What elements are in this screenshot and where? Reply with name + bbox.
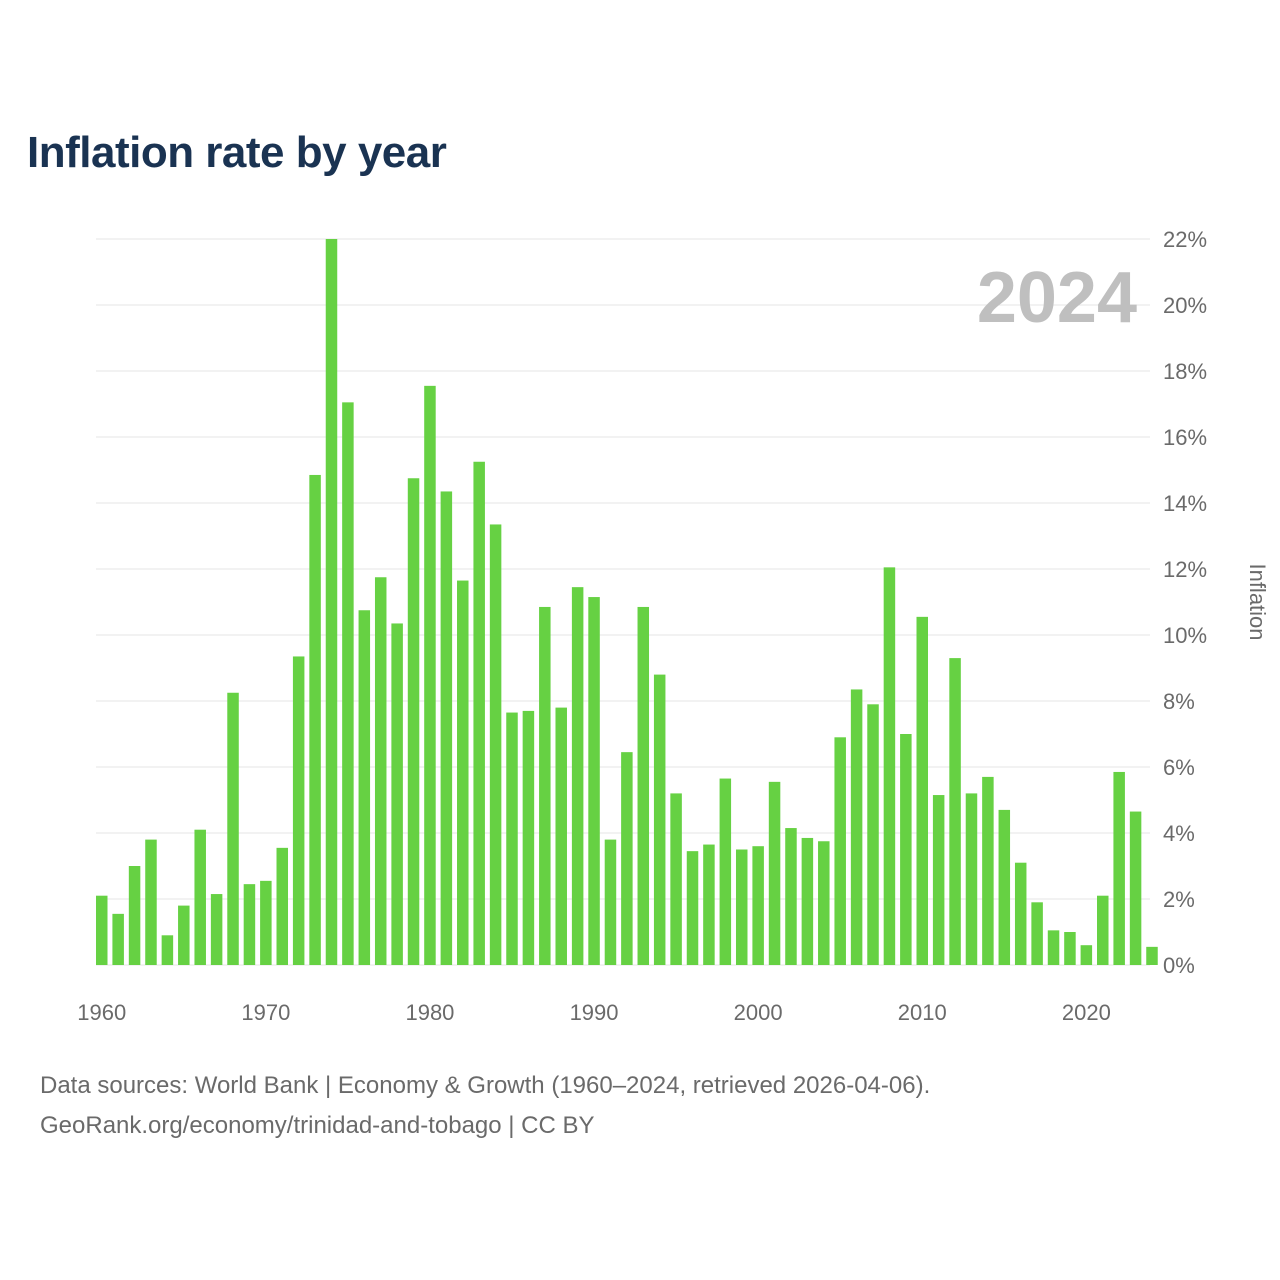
bar-2009 <box>900 734 912 965</box>
bar-1967 <box>210 894 223 965</box>
bar-2012 <box>949 658 961 965</box>
bar-2008 <box>883 567 896 965</box>
x-tick-label: 2020 <box>1062 1000 1111 1025</box>
bar-1971 <box>276 847 289 965</box>
bar-2015 <box>998 809 1011 965</box>
year-watermark: 2024 <box>977 258 1137 338</box>
bar-1992 <box>621 752 633 965</box>
bar-2021 <box>1097 895 1109 965</box>
x-tick-label: 1980 <box>405 1000 454 1025</box>
x-tick-label: 1970 <box>241 1000 290 1025</box>
bar-2003 <box>801 837 814 965</box>
bar-2006 <box>850 689 863 965</box>
bar-1987 <box>539 606 551 965</box>
y-tick-label: 14% <box>1163 491 1207 516</box>
bar-2016 <box>1014 862 1027 965</box>
bar-2011 <box>932 795 945 965</box>
bar-2005 <box>834 737 846 965</box>
bar-1983 <box>473 461 485 965</box>
bar-2014 <box>982 776 994 965</box>
bar-1973 <box>309 474 321 965</box>
y-axis: 0% 2% 4% 6% 8% 10% 12% 14% 16% 18% 20% 22% <box>1163 227 1207 978</box>
bar-series <box>96 239 1158 966</box>
bar-1968 <box>227 692 239 965</box>
bar-1961 <box>112 913 124 965</box>
bar-2017 <box>1031 902 1043 965</box>
source-line-1: Data sources: World Bank | Economy & Gro… <box>40 1072 931 1099</box>
x-tick-label: 1990 <box>570 1000 619 1025</box>
bar-1996 <box>686 851 699 965</box>
bar-2019 <box>1064 932 1076 965</box>
bar-1998 <box>719 778 732 965</box>
bar-1984 <box>489 524 502 965</box>
bar-2023 <box>1129 811 1142 965</box>
bar-1965 <box>178 905 190 965</box>
y-tick-label: 20% <box>1163 293 1207 318</box>
bar-2022 <box>1113 771 1125 965</box>
bar-1966 <box>194 829 206 965</box>
y-axis-label: Inflation <box>1245 563 1270 640</box>
bar-1963 <box>145 839 157 965</box>
bar-1981 <box>440 491 453 965</box>
chart-title: Inflation rate by year <box>27 128 447 177</box>
bar-1999 <box>735 849 748 965</box>
x-tick-label: 2010 <box>898 1000 947 1025</box>
bar-1975 <box>342 402 354 966</box>
y-tick-label: 16% <box>1163 425 1207 450</box>
bar-2001 <box>768 781 781 965</box>
bar-1974 <box>325 239 338 965</box>
x-axis: 1960 1970 1980 1990 2000 2010 2020 <box>77 1000 1111 1025</box>
y-tick-label: 2% <box>1163 887 1195 912</box>
bar-2024 <box>1146 946 1158 965</box>
y-tick-label: 10% <box>1163 623 1207 648</box>
bar-2013 <box>965 793 978 965</box>
bar-1978 <box>391 623 403 965</box>
bar-2002 <box>785 828 797 965</box>
bar-1980 <box>424 385 436 966</box>
bar-1995 <box>670 793 682 965</box>
y-tick-label: 0% <box>1163 953 1195 978</box>
bar-1970 <box>260 880 272 965</box>
y-tick-label: 12% <box>1163 557 1207 582</box>
bar-1962 <box>128 866 141 965</box>
bar-1972 <box>292 656 305 965</box>
x-tick-label: 1960 <box>77 1000 126 1025</box>
bar-1976 <box>358 610 371 965</box>
bar-1969 <box>243 884 256 965</box>
bar-1989 <box>571 587 584 965</box>
bar-1993 <box>637 606 650 965</box>
bar-1960 <box>96 895 108 965</box>
bar-1982 <box>457 580 469 965</box>
bar-1994 <box>653 674 666 965</box>
bar-1988 <box>555 707 567 965</box>
bar-2000 <box>752 846 764 965</box>
source-line-2: GeoRank.org/economy/trinidad-and-tobago … <box>40 1112 595 1139</box>
bar-2018 <box>1047 930 1060 965</box>
bar-1977 <box>374 577 387 965</box>
y-tick-label: 8% <box>1163 689 1195 714</box>
bar-1997 <box>703 844 715 965</box>
x-tick-label: 2000 <box>734 1000 783 1025</box>
bar-1990 <box>588 597 600 965</box>
source-note: Data sources: World Bank | Economy & Gro… <box>40 1066 930 1146</box>
bar-1979 <box>407 478 420 965</box>
bar-2007 <box>867 704 879 965</box>
y-tick-label: 18% <box>1163 359 1207 384</box>
y-tick-label: 22% <box>1163 227 1207 252</box>
bar-1964 <box>161 935 174 965</box>
bar-2010 <box>916 616 928 965</box>
bar-2004 <box>818 841 830 965</box>
y-tick-label: 4% <box>1163 821 1195 846</box>
y-tick-label: 6% <box>1163 755 1195 780</box>
bar-1985 <box>506 712 518 965</box>
bar-2020 <box>1080 945 1093 965</box>
bar-1986 <box>522 710 535 965</box>
bar-1991 <box>604 839 617 965</box>
